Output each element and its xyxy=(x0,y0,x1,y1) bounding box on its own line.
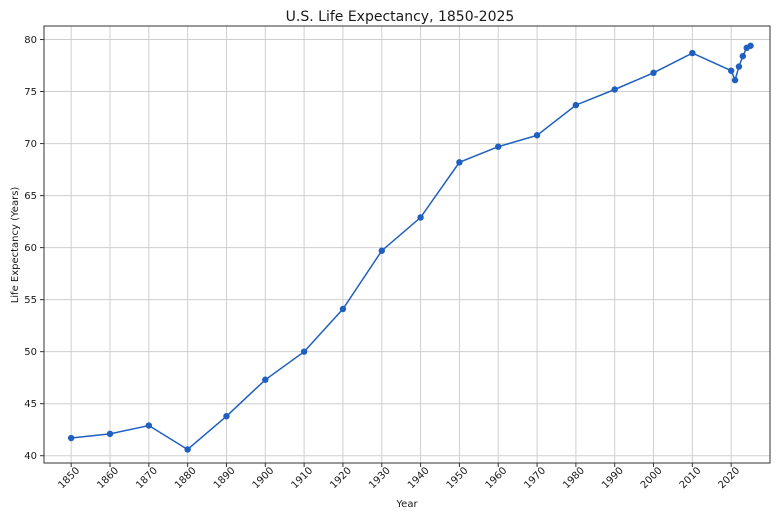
grid xyxy=(44,26,770,463)
y-tick-label: 55 xyxy=(24,295,37,306)
y-axis-label: Life Expectancy (Years) xyxy=(10,187,21,304)
x-tick-label: 1930 xyxy=(367,465,393,491)
data-point xyxy=(456,159,463,166)
data-point xyxy=(689,49,696,57)
data-point xyxy=(747,42,754,49)
data-point xyxy=(650,69,657,77)
data-point xyxy=(533,132,541,139)
x-tick-label: 1880 xyxy=(173,465,199,491)
data-point xyxy=(106,430,114,438)
y-tick-label: 50 xyxy=(24,347,37,358)
y-tick-label: 75 xyxy=(24,87,37,98)
x-tick-label: 1950 xyxy=(445,465,471,491)
x-tick-label: 1910 xyxy=(289,465,315,491)
data-point xyxy=(731,76,739,84)
data-point xyxy=(727,67,735,74)
x-tick-label: 2000 xyxy=(639,465,665,491)
x-tick-label: 1980 xyxy=(561,465,587,491)
y-tick-label: 45 xyxy=(24,399,37,410)
data-point xyxy=(300,348,308,355)
data-point xyxy=(378,247,385,254)
data-point xyxy=(417,214,424,221)
y-tick-label: 60 xyxy=(24,243,37,254)
y-tick-label: 70 xyxy=(24,139,37,150)
data-point xyxy=(145,422,153,429)
x-tick-label: 1890 xyxy=(212,465,238,491)
chart-title: U.S. Life Expectancy, 1850-2025 xyxy=(286,9,515,25)
data-point xyxy=(262,376,269,383)
data-point xyxy=(184,446,191,453)
x-tick-label: 1990 xyxy=(600,465,626,491)
x-tick-label: 1850 xyxy=(57,465,83,491)
x-tick-label: 2010 xyxy=(678,465,704,491)
y-tick-label: 65 xyxy=(24,191,37,202)
data-point xyxy=(495,143,502,150)
x-tick-label: 1860 xyxy=(95,465,121,491)
x-axis-label: Year xyxy=(395,499,418,510)
x-tick-label: 1940 xyxy=(406,465,432,491)
data-point xyxy=(223,412,230,420)
plot-frame xyxy=(43,25,771,464)
y-tick-label: 40 xyxy=(24,451,37,462)
x-tick-label: 1960 xyxy=(484,465,510,491)
x-tick-label: 1970 xyxy=(522,465,548,491)
x-tick-label: 2020 xyxy=(717,465,743,491)
series-layer xyxy=(67,42,754,453)
x-tick-label: 1900 xyxy=(251,465,277,491)
data-point xyxy=(735,63,743,70)
data-point xyxy=(572,101,580,109)
axis-ticks: 1850 1860 1870 1880 1890 1900 1910 1920 1930 1940… xyxy=(24,35,742,491)
data-point xyxy=(67,434,75,442)
x-tick-label: 1870 xyxy=(134,465,160,491)
y-tick-label: 80 xyxy=(24,35,37,46)
data-point xyxy=(339,305,347,313)
data-point xyxy=(739,52,747,60)
data-point xyxy=(611,86,618,93)
x-tick-label: 1920 xyxy=(328,465,354,491)
